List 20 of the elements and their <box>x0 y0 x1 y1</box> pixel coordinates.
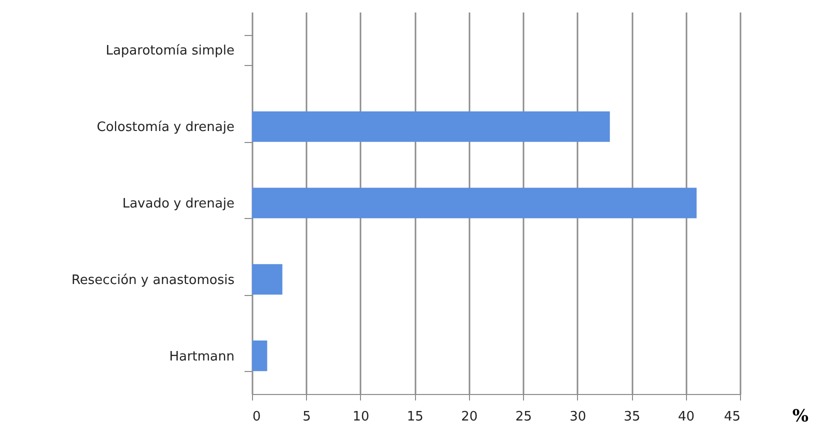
x-tick-label: 20 <box>461 410 478 424</box>
y-tick-label: Colostomía y drenaje <box>96 120 234 136</box>
bar <box>252 111 610 142</box>
x-tick-label: 15 <box>406 410 424 424</box>
x-tick-label: 40 <box>678 410 695 424</box>
x-tick-label: 25 <box>515 410 532 424</box>
x-tick-label: 30 <box>570 410 586 424</box>
y-tick-label: Lavado y drenaje <box>122 196 234 212</box>
bar <box>252 340 268 372</box>
bar <box>252 264 282 295</box>
bar <box>252 188 697 218</box>
x-axis-title: % <box>792 406 809 426</box>
y-tick-label: Hartmann <box>169 349 234 364</box>
y-tick-label: Resección y anastomosis <box>71 272 235 288</box>
x-tick-label: 45 <box>724 410 740 424</box>
x-tick-label: 5 <box>302 410 311 424</box>
y-tick-label: Laparotomía simple <box>106 44 234 59</box>
x-tick-label: 0 <box>252 410 261 424</box>
x-tick-label: 10 <box>352 410 370 424</box>
x-tick-label: 35 <box>624 410 640 424</box>
